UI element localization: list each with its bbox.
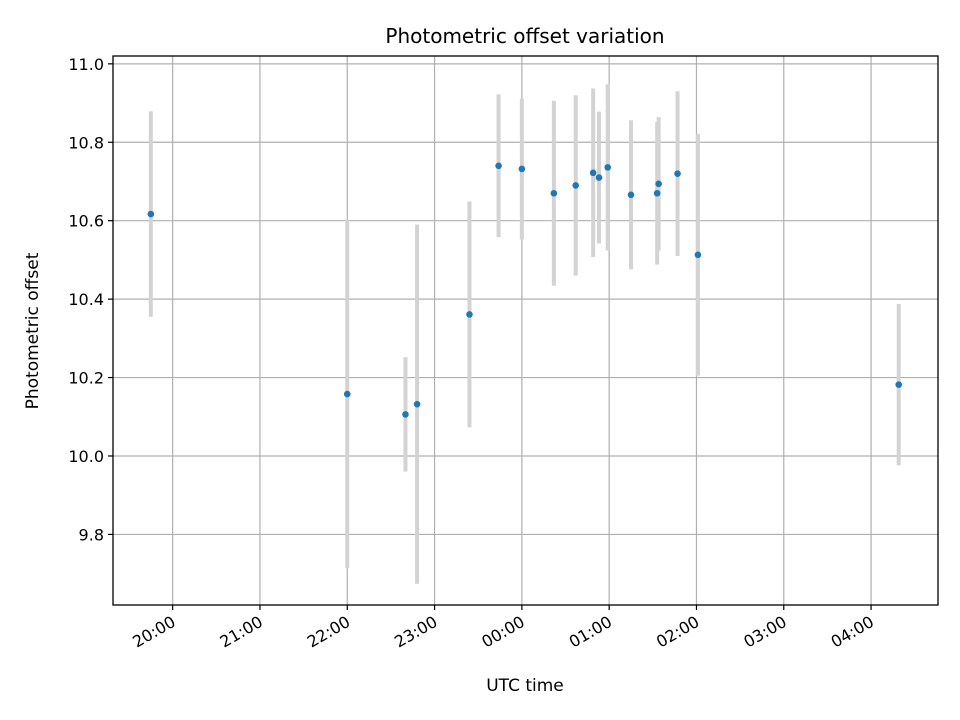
y-tick-label: 10.6 — [68, 212, 104, 231]
y-tick-label: 11.0 — [68, 55, 104, 74]
plot-frame — [112, 55, 939, 606]
plot-area — [113, 56, 938, 605]
y-tick-label: 10.8 — [68, 133, 104, 152]
y-tick-label: 10.0 — [68, 447, 104, 466]
data-point — [674, 170, 681, 177]
y-axis-title: Photometric offset — [23, 252, 43, 409]
y-tick-label: 10.4 — [68, 290, 104, 309]
data-point — [653, 189, 661, 197]
data-points — [147, 162, 903, 418]
data-point — [147, 210, 155, 218]
data-point — [402, 411, 409, 418]
data-point — [604, 164, 612, 171]
data-point — [595, 174, 603, 181]
y-axis: 9.8 10.0 10.2 10.4 10.6 10.8 11.0 — [68, 55, 113, 544]
chart-title: Photometric offset variation — [385, 24, 664, 48]
y-tick-label: 9.8 — [79, 525, 104, 544]
grid — [113, 56, 938, 605]
data-point — [694, 251, 702, 259]
data-point — [589, 169, 597, 177]
data-point — [413, 400, 421, 408]
data-point — [895, 381, 903, 388]
data-point — [572, 182, 579, 189]
data-point — [343, 390, 351, 398]
data-point — [466, 311, 473, 318]
x-axis-title: UTC time — [486, 676, 564, 696]
data-point — [655, 180, 662, 188]
data-point — [550, 189, 558, 197]
y-tick-label: 10.2 — [68, 369, 104, 388]
data-point — [518, 165, 526, 173]
data-point — [495, 162, 502, 170]
data-point — [627, 191, 635, 199]
